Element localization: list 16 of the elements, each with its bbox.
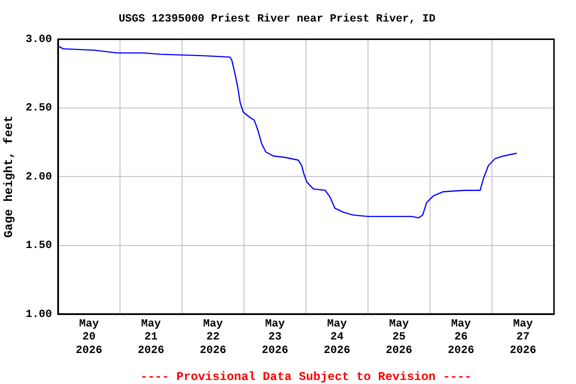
y-tick-label: 2.50 bbox=[26, 102, 52, 115]
x-tick-label: May 24 2026 bbox=[324, 318, 350, 357]
x-tick-label: May 20 2026 bbox=[76, 318, 102, 357]
x-tick-label: May 21 2026 bbox=[138, 318, 164, 357]
x-tick-label: May 25 2026 bbox=[386, 318, 412, 357]
x-tick-label: May 26 2026 bbox=[448, 318, 474, 357]
x-tick-label: May 22 2026 bbox=[200, 318, 226, 357]
y-tick-label: 1.00 bbox=[26, 308, 52, 321]
x-tick-label: May 23 2026 bbox=[262, 318, 288, 357]
text: ---- Provisional Data Subject to Revision ---- bbox=[140, 370, 472, 384]
chart-title: USGS 12395000 Priest River near Priest River, ID bbox=[118, 13, 436, 26]
y-tick-label: 1.50 bbox=[26, 240, 52, 252]
x-tick-label: May 27 2026 bbox=[510, 318, 536, 357]
y-axis-title: Gage height, feet bbox=[2, 115, 16, 238]
y-tick-label: 3.00 bbox=[26, 34, 52, 46]
y-tick-label: 2.00 bbox=[26, 171, 52, 184]
